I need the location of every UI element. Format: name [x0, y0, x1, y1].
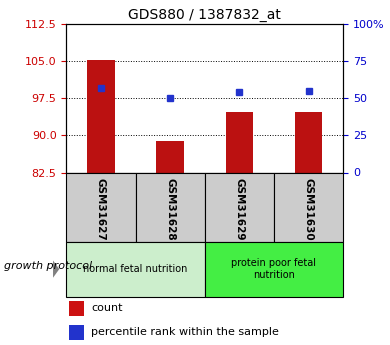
- Bar: [136, 172, 205, 242]
- Text: GSM31628: GSM31628: [165, 178, 175, 241]
- Bar: [156, 141, 184, 172]
- Title: GDS880 / 1387832_at: GDS880 / 1387832_at: [128, 8, 281, 22]
- Text: protein poor fetal
nutrition: protein poor fetal nutrition: [232, 258, 316, 280]
- Bar: [69, 300, 84, 316]
- Bar: [295, 112, 323, 172]
- Bar: [66, 172, 136, 242]
- Bar: [225, 112, 253, 172]
- Text: normal fetal nutrition: normal fetal nutrition: [83, 264, 188, 274]
- Bar: [274, 172, 343, 242]
- Text: count: count: [91, 303, 123, 313]
- Text: GSM31627: GSM31627: [96, 178, 106, 241]
- Bar: [205, 241, 343, 297]
- Text: growth protocol: growth protocol: [4, 261, 92, 270]
- Text: GSM31630: GSM31630: [303, 178, 314, 241]
- Bar: [69, 325, 84, 340]
- Bar: [87, 60, 115, 172]
- Text: percentile rank within the sample: percentile rank within the sample: [91, 327, 279, 337]
- Text: GSM31629: GSM31629: [234, 178, 245, 240]
- Bar: [205, 172, 274, 242]
- Bar: [66, 241, 205, 297]
